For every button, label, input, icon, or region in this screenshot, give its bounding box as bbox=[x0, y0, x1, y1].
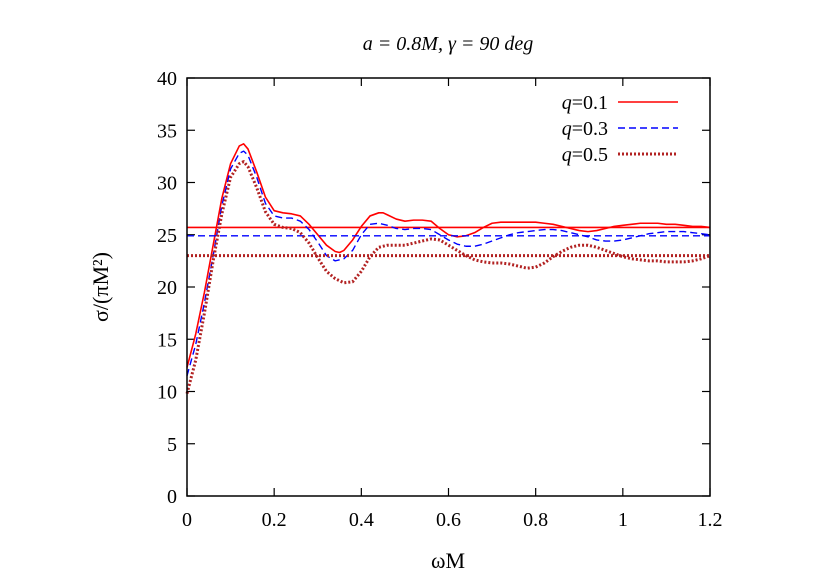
y-tick-label: 15 bbox=[157, 329, 177, 351]
legend: q=0.1 q=0.3 q=0.5 bbox=[562, 92, 678, 166]
x-tick-label: 1.2 bbox=[698, 509, 723, 531]
chart-title: a = 0.8M, γ = 90 deg bbox=[363, 33, 533, 55]
x-tick-label: 0.6 bbox=[436, 509, 461, 531]
x-tick-label: 0 bbox=[182, 509, 192, 531]
x-tick-label: 1 bbox=[618, 509, 628, 531]
y-axis-label: σ/(πM²) bbox=[88, 252, 113, 322]
y-tick-label: 30 bbox=[157, 173, 177, 195]
y-tick-label: 35 bbox=[157, 120, 177, 142]
series-line-q-0-1 bbox=[186, 143, 711, 368]
x-tick-label: 0.8 bbox=[523, 509, 548, 531]
x-axis: 0 0.2 0.4 0.6 0.8 1 1.2 bbox=[182, 78, 723, 531]
legend-label: q=0.1 bbox=[562, 92, 608, 114]
legend-label: q=0.5 bbox=[562, 144, 608, 166]
x-axis-label: ωM bbox=[431, 548, 465, 573]
y-tick-label: 0 bbox=[167, 486, 177, 508]
y-tick-label: 5 bbox=[167, 434, 177, 456]
series-group bbox=[185, 143, 711, 394]
y-tick-label: 25 bbox=[157, 225, 177, 247]
y-tick-label: 10 bbox=[157, 382, 177, 404]
y-tick-label: 20 bbox=[157, 277, 177, 299]
y-tick-label: 40 bbox=[157, 68, 177, 90]
x-tick-label: 0.2 bbox=[262, 509, 287, 531]
series-line-q-0-3 bbox=[186, 150, 711, 377]
legend-label: q=0.3 bbox=[562, 118, 608, 140]
plot-frame bbox=[186, 77, 711, 497]
y-axis: 0 5 10 15 20 25 30 35 40 bbox=[157, 68, 710, 508]
series-line-q-0-5 bbox=[185, 160, 711, 394]
x-tick-label: 0.4 bbox=[349, 509, 374, 531]
